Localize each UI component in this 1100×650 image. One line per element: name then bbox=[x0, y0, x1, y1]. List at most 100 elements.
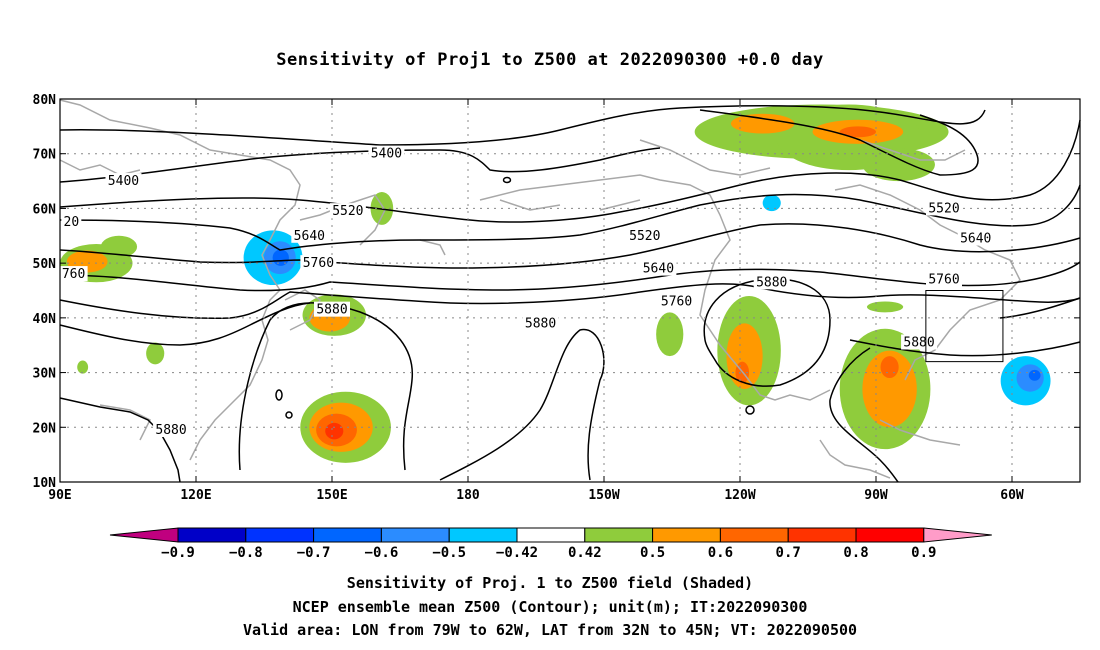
colorbar-swatch bbox=[652, 527, 721, 543]
contour-label-bg bbox=[626, 227, 663, 243]
contour-label: 5640 bbox=[960, 232, 991, 247]
colorbar-level-label: −0.8 bbox=[229, 545, 263, 561]
contour-label-bg bbox=[926, 200, 962, 216]
colorbar-swatch bbox=[516, 527, 586, 543]
contour-label: 5880 bbox=[525, 316, 556, 331]
contour-label: 5640 bbox=[643, 262, 674, 277]
y-tick-label: 30N bbox=[33, 367, 57, 382]
contour-label-bg bbox=[957, 230, 994, 246]
colorbar-level-label: 0.7 bbox=[776, 545, 801, 561]
contour-label-bg bbox=[926, 271, 962, 287]
colorbar-level-label: 0.8 bbox=[843, 545, 868, 561]
sensitivity-patch bbox=[880, 356, 899, 379]
sensitivity-patch bbox=[862, 148, 935, 182]
colorbar-swatch-low bbox=[109, 527, 179, 543]
contour-labels: 5400 5400 20 5520 5520 5520 5640 5640 5640 760 576… bbox=[59, 145, 994, 438]
contour-label: 5520 bbox=[928, 201, 959, 216]
colorbar-level-label: −0.7 bbox=[297, 545, 331, 561]
contour-label: 5400 bbox=[108, 174, 139, 189]
y-tick-label: 20N bbox=[33, 421, 57, 436]
sensitivity-patch bbox=[272, 249, 289, 266]
sensitivity-patch bbox=[866, 301, 904, 313]
contour-label-bg bbox=[368, 145, 405, 161]
y-tick-label: 70N bbox=[33, 148, 57, 163]
x-tick-label: 120W bbox=[724, 488, 755, 503]
contour-label: 5880 bbox=[756, 275, 787, 290]
colorbar-level-label: 0.5 bbox=[640, 545, 665, 561]
sensitivity-patch bbox=[100, 235, 138, 258]
lat-lon-grid bbox=[60, 99, 1080, 482]
x-tick-label: 150W bbox=[588, 488, 619, 503]
sensitivity-shading bbox=[60, 104, 1051, 463]
contour-label: 5880 bbox=[316, 303, 347, 318]
colorbar-swatch bbox=[584, 527, 654, 543]
contour-label: 5760 bbox=[661, 294, 692, 309]
contour-label: 5520 bbox=[332, 204, 363, 219]
coastlines bbox=[59, 99, 1021, 479]
x-tick-label: 90W bbox=[864, 488, 888, 503]
colorbar-swatch bbox=[787, 527, 857, 543]
contour-label: 760 bbox=[62, 267, 85, 282]
contour-label: 5880 bbox=[155, 423, 186, 438]
colorbar-swatch-high bbox=[923, 527, 992, 543]
caption-line-2: NCEP ensemble mean Z500 (Contour); unit(… bbox=[292, 598, 808, 616]
colorbar-level-label: −0.9 bbox=[161, 545, 195, 561]
sensitivity-patch bbox=[839, 126, 876, 138]
colorbar-swatch bbox=[855, 527, 925, 543]
colorbar-swatch bbox=[448, 527, 518, 543]
caption-line-3: Valid area: LON from 79W to 62W, LAT fro… bbox=[242, 621, 858, 639]
colorbar-level-label: 0.9 bbox=[911, 545, 936, 561]
valid-area-box bbox=[925, 290, 1004, 363]
x-tick-label: 90E bbox=[48, 488, 71, 503]
sensitivity-patch bbox=[77, 360, 89, 374]
sensitivity-patch bbox=[656, 312, 684, 357]
contour-label-bg bbox=[61, 214, 82, 230]
contour-label-bg bbox=[314, 301, 350, 317]
contour-label-bg bbox=[153, 422, 190, 438]
colorbar-level-label: −0.5 bbox=[432, 545, 466, 561]
contour-label-bg bbox=[291, 227, 328, 243]
contour-label: 5400 bbox=[371, 147, 402, 162]
sensitivity-patch bbox=[1028, 369, 1041, 381]
contour-label: 5760 bbox=[928, 273, 959, 288]
caption-line-1: Sensitivity of Proj. 1 to Z500 field (Sh… bbox=[346, 574, 754, 592]
y-tick-label: 10N bbox=[33, 476, 57, 491]
colorbar-level-label: −0.42 bbox=[496, 545, 538, 561]
y-tick-label: 40N bbox=[33, 312, 57, 327]
colorbar-swatch bbox=[177, 527, 247, 543]
sensitivity-patch bbox=[146, 342, 165, 365]
contour-label-bg bbox=[753, 274, 790, 290]
contour-label-bg bbox=[105, 173, 142, 189]
z500-contours bbox=[59, 105, 1081, 483]
colorbar: −0.9 −0.8 −0.7 −0.6 −0.5 −0.42 0.42 0.5 0.6 0.7 0.… bbox=[109, 527, 992, 561]
x-tick-label: 150E bbox=[316, 488, 347, 503]
colorbar-swatch bbox=[380, 527, 450, 543]
map-axes: 90E 120E 150E 180 150W 120W 90W 60W 80N 70N 60N 50N… bbox=[33, 93, 1080, 503]
contour-label: 5760 bbox=[303, 256, 334, 271]
colorbar-swatch bbox=[719, 527, 789, 543]
contour-label-bg bbox=[901, 334, 938, 350]
colorbar-swatch bbox=[313, 527, 382, 543]
contour-label-bg bbox=[640, 260, 677, 276]
x-tick-label: 120E bbox=[180, 488, 211, 503]
contour-label-bg bbox=[300, 255, 337, 271]
x-tick-label: 180 bbox=[456, 488, 480, 503]
y-tick-label: 80N bbox=[33, 93, 57, 108]
map-frame bbox=[59, 98, 1081, 483]
contour-label: 5880 bbox=[903, 335, 934, 350]
contour-label: 20 bbox=[64, 215, 80, 230]
x-tick-label: 60W bbox=[1000, 488, 1024, 503]
sensitivity-patch bbox=[325, 422, 344, 440]
colorbar-level-label: 0.42 bbox=[568, 545, 602, 561]
sensitivity-patch bbox=[730, 113, 795, 134]
contour-label-bg bbox=[59, 266, 88, 282]
contour-label: 5520 bbox=[629, 229, 660, 244]
contour-label-bg bbox=[329, 203, 366, 219]
sensitivity-patch bbox=[762, 194, 781, 212]
map-title: Sensitivity of Proj1 to Z500 at 20220903… bbox=[276, 50, 824, 70]
y-tick-label: 60N bbox=[33, 202, 57, 217]
colorbar-swatch bbox=[245, 527, 315, 543]
colorbar-level-label: 0.6 bbox=[708, 545, 733, 561]
contour-label: 5640 bbox=[294, 229, 325, 244]
